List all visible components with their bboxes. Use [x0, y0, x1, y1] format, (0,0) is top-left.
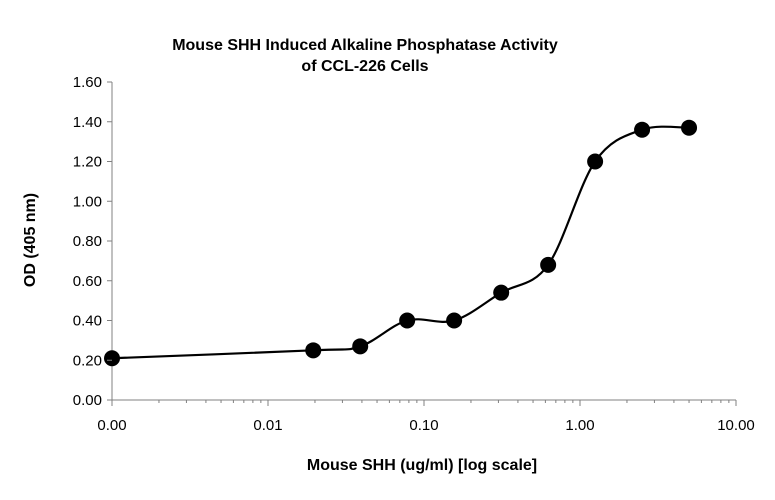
data-point: [446, 312, 463, 329]
data-point: [493, 284, 510, 301]
x-tick-label: 1.00: [565, 417, 594, 434]
x-tick-label: 0.00: [97, 417, 126, 434]
data-point: [104, 350, 120, 367]
y-tick-label: 1.60: [73, 74, 102, 91]
y-tick-label: 0.40: [73, 313, 102, 330]
data-point: [587, 153, 604, 170]
y-tick-label: 1.20: [73, 154, 102, 171]
y-tick-label: 0.00: [73, 392, 102, 409]
y-tick-label: 1.00: [73, 193, 102, 210]
data-point: [305, 342, 322, 359]
plot-area: [104, 82, 736, 401]
data-point: [540, 256, 557, 273]
y-tick-label: 1.40: [73, 114, 102, 131]
data-point: [352, 338, 369, 355]
data-point: [634, 121, 651, 138]
x-tick-label: 10.00: [717, 417, 755, 434]
y-axis-title: OD (405 nm): [22, 193, 39, 287]
chart-title-line-2: of CCL-226 Cells: [301, 58, 428, 75]
y-tick-label: 0.80: [73, 233, 102, 250]
y-tick-label: 0.60: [73, 273, 102, 290]
x-tick-label: 0.01: [253, 417, 282, 434]
x-axis-ticks: 0.00 0.01 0.10 1.00 10.00: [97, 400, 755, 434]
data-point: [681, 119, 698, 136]
x-axis-title: Mouse SHH (ug/ml) [log scale]: [307, 457, 537, 474]
chart-title-line-1: Mouse SHH Induced Alkaline Phosphatase A…: [172, 37, 558, 54]
x-tick-label: 0.10: [409, 417, 438, 434]
y-axis-ticks: 0.00 0.20 0.40 0.60 0.80 1.00 1.20 1.40 1.60: [73, 74, 112, 409]
y-tick-label: 0.20: [73, 352, 102, 369]
data-point: [399, 312, 416, 329]
